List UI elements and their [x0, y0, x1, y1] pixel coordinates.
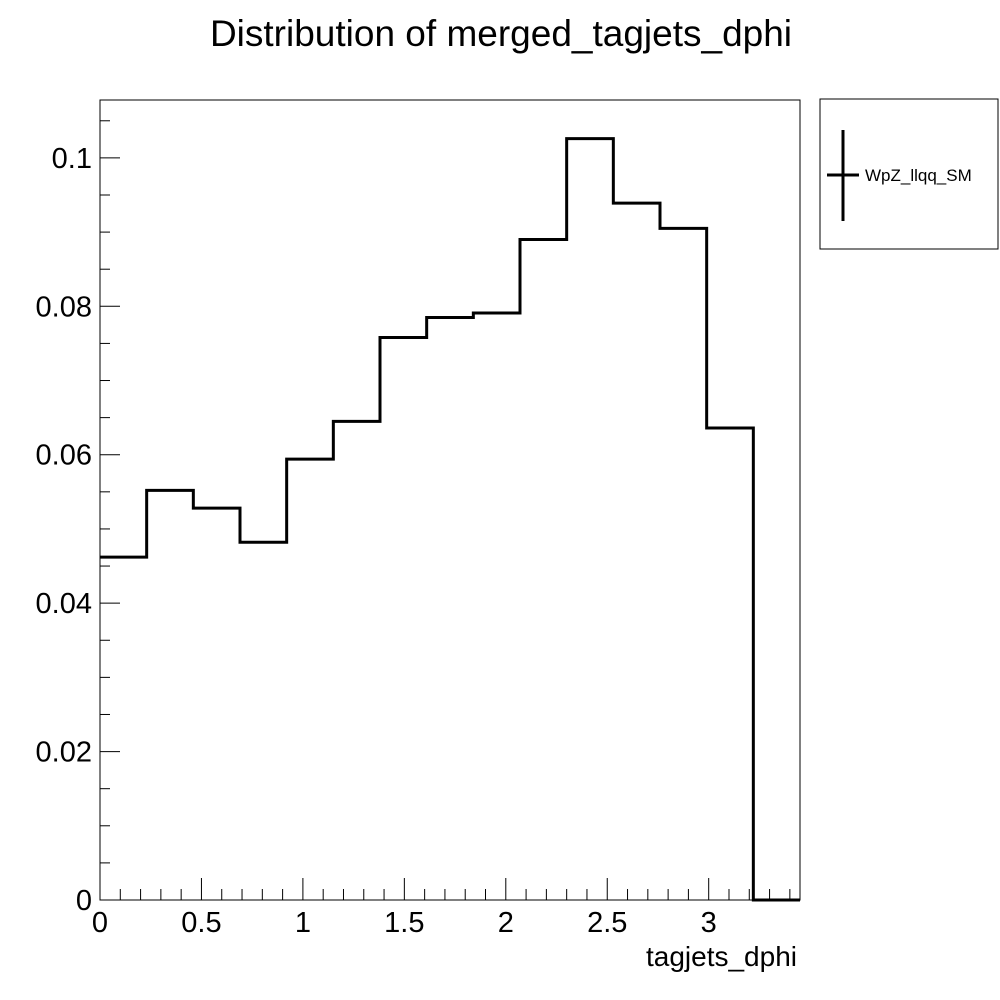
- x-axis-label: tagjets_dphi: [646, 941, 797, 972]
- y-tick-label: 0.08: [36, 291, 92, 323]
- x-tick-label: 1.5: [384, 907, 424, 939]
- legend-series-label: WpZ_llqq_SM: [865, 166, 972, 185]
- plot-frame: [99, 99, 801, 901]
- legend: WpZ_llqq_SM: [819, 98, 999, 250]
- x-axis-tick-labels: 0 0.5 1 1.5 2 2.5 3: [92, 907, 717, 939]
- chart-title: Distribution of merged_tagjets_dphi: [210, 13, 792, 54]
- histogram-series-line: [100, 137, 800, 902]
- y-tick-label: 0.1: [52, 143, 92, 175]
- y-tick-label: 0.04: [36, 588, 92, 620]
- x-tick-label: 3: [701, 907, 717, 939]
- y-tick-label: 0.06: [36, 440, 92, 472]
- x-tick-label: 2: [498, 907, 514, 939]
- y-axis-tick-labels: 0 0.02 0.04 0.06 0.08 0.1: [36, 143, 92, 917]
- y-tick-label: 0.02: [36, 737, 92, 769]
- y-axis-ticks: [100, 120, 120, 901]
- x-tick-label: 0.5: [181, 907, 221, 939]
- x-axis-ticks: [99, 878, 791, 900]
- x-tick-label: 0: [92, 907, 108, 939]
- x-tick-label: 2.5: [587, 907, 627, 939]
- x-tick-label: 1: [295, 907, 311, 939]
- y-tick-label: 0: [76, 885, 92, 917]
